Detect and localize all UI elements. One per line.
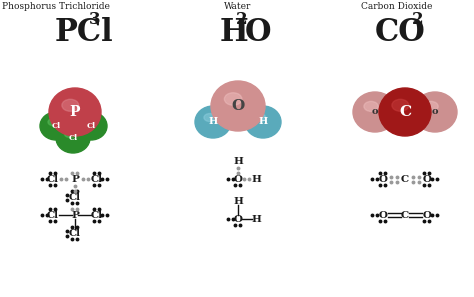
Text: Cl: Cl (91, 175, 103, 184)
Ellipse shape (49, 88, 101, 136)
Text: C: C (401, 175, 409, 184)
Text: O: O (379, 175, 388, 184)
Ellipse shape (364, 101, 378, 111)
Ellipse shape (83, 119, 93, 126)
Ellipse shape (424, 101, 438, 111)
Ellipse shape (379, 88, 431, 136)
Ellipse shape (413, 92, 457, 132)
Ellipse shape (211, 81, 265, 131)
Text: O: O (245, 17, 272, 48)
Ellipse shape (75, 112, 107, 140)
Text: Phosphorus Trichloride: Phosphorus Trichloride (2, 2, 110, 11)
Text: O: O (379, 211, 388, 219)
Ellipse shape (56, 123, 90, 153)
Text: o: o (432, 108, 438, 116)
Text: 2: 2 (236, 11, 247, 28)
Text: Cl: Cl (47, 175, 59, 184)
Text: Cl: Cl (52, 122, 61, 130)
Text: O: O (234, 175, 243, 184)
Ellipse shape (245, 106, 281, 138)
Text: O: O (234, 214, 243, 224)
Text: 3: 3 (89, 11, 100, 28)
Text: P: P (70, 105, 80, 119)
Ellipse shape (392, 99, 409, 111)
Text: C: C (401, 211, 409, 219)
Text: O: O (422, 211, 431, 219)
Text: Cl: Cl (91, 211, 103, 219)
Text: Cl: Cl (68, 134, 78, 142)
Text: PCl: PCl (55, 17, 114, 48)
Text: CO: CO (375, 17, 426, 48)
Ellipse shape (224, 93, 242, 105)
Text: P: P (71, 175, 79, 184)
Ellipse shape (48, 119, 58, 126)
Text: H: H (209, 118, 218, 127)
Text: H: H (251, 214, 261, 224)
Ellipse shape (62, 99, 79, 111)
Text: o: o (372, 108, 378, 116)
Text: H: H (233, 157, 243, 165)
Text: P: P (71, 211, 79, 219)
Ellipse shape (353, 92, 397, 132)
Text: Water: Water (224, 2, 252, 11)
Ellipse shape (195, 106, 231, 138)
Ellipse shape (204, 113, 216, 121)
Text: H: H (233, 197, 243, 206)
Ellipse shape (254, 113, 265, 121)
Text: C: C (399, 105, 411, 119)
Text: H: H (220, 17, 249, 48)
Text: O: O (422, 175, 431, 184)
Text: H: H (258, 118, 268, 127)
Text: O: O (231, 99, 245, 113)
Text: 2: 2 (412, 11, 424, 28)
Text: Cl: Cl (69, 228, 81, 238)
Text: Cl: Cl (69, 192, 81, 201)
Text: Cl: Cl (47, 211, 59, 219)
Text: Carbon Dioxide: Carbon Dioxide (361, 2, 433, 11)
Ellipse shape (64, 130, 75, 138)
Ellipse shape (40, 112, 72, 140)
Text: Cl: Cl (86, 122, 96, 130)
Text: H: H (251, 175, 261, 184)
